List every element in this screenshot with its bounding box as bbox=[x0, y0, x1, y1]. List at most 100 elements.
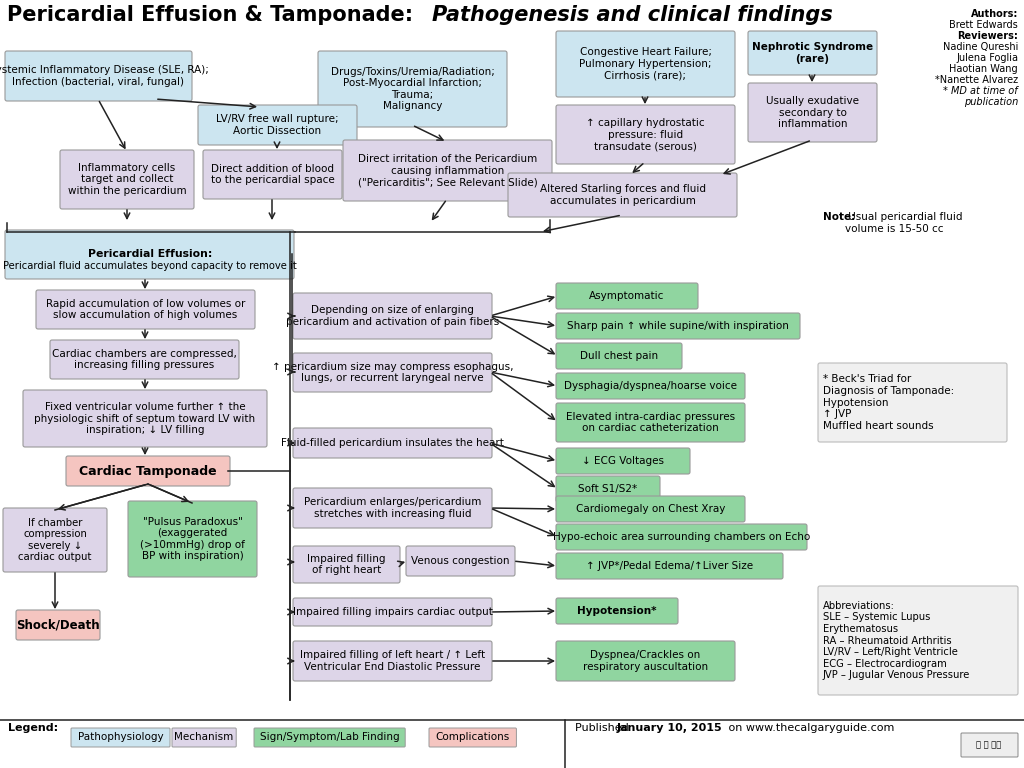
Text: Cardiomegaly on Chest Xray: Cardiomegaly on Chest Xray bbox=[575, 504, 725, 514]
FancyBboxPatch shape bbox=[961, 733, 1018, 757]
FancyBboxPatch shape bbox=[293, 546, 400, 583]
FancyBboxPatch shape bbox=[293, 598, 492, 626]
FancyBboxPatch shape bbox=[429, 728, 516, 747]
Text: Altered Starling forces and fluid
accumulates in pericardium: Altered Starling forces and fluid accumu… bbox=[540, 184, 706, 206]
Text: Dull chest pain: Dull chest pain bbox=[580, 351, 658, 361]
Text: Pericardial fluid accumulates beyond capacity to remove it: Pericardial fluid accumulates beyond cap… bbox=[3, 261, 297, 271]
Text: Fixed ventricular volume further ↑ the
physiologic shift of septum toward LV wit: Fixed ventricular volume further ↑ the p… bbox=[35, 402, 256, 435]
Text: Note:: Note: bbox=[823, 212, 855, 222]
FancyBboxPatch shape bbox=[16, 610, 100, 640]
FancyBboxPatch shape bbox=[556, 343, 682, 369]
Text: Systemic Inflammatory Disease (SLE, RA);
Infection (bacterial, viral, fungal): Systemic Inflammatory Disease (SLE, RA);… bbox=[0, 65, 209, 87]
Text: ↑ JVP*/Pedal Edema/↑Liver Size: ↑ JVP*/Pedal Edema/↑Liver Size bbox=[586, 561, 753, 571]
Text: Impaired filling of left heart / ↑ Left
Ventricular End Diastolic Pressure: Impaired filling of left heart / ↑ Left … bbox=[300, 650, 485, 672]
FancyBboxPatch shape bbox=[406, 546, 515, 576]
FancyBboxPatch shape bbox=[293, 641, 492, 681]
FancyBboxPatch shape bbox=[508, 173, 737, 217]
Text: January 10, 2015: January 10, 2015 bbox=[617, 723, 723, 733]
Text: Direct irritation of the Pericardium
causing inflammation
("Pericarditis"; See R: Direct irritation of the Pericardium cau… bbox=[357, 154, 538, 187]
FancyBboxPatch shape bbox=[556, 598, 678, 624]
Text: Hypo-echoic area surrounding chambers on Echo: Hypo-echoic area surrounding chambers on… bbox=[553, 532, 810, 542]
FancyBboxPatch shape bbox=[556, 283, 698, 309]
FancyBboxPatch shape bbox=[5, 230, 294, 279]
Text: Drugs/Toxins/Uremia/Radiation;
Post-Myocardial Infarction;
Trauma;
Malignancy: Drugs/Toxins/Uremia/Radiation; Post-Myoc… bbox=[331, 67, 495, 111]
Text: Pericardium enlarges/pericardium
stretches with increasing fluid: Pericardium enlarges/pericardium stretch… bbox=[304, 497, 481, 519]
FancyBboxPatch shape bbox=[343, 140, 552, 201]
Text: Cardiac chambers are compressed,
increasing filling pressures: Cardiac chambers are compressed, increas… bbox=[52, 349, 237, 370]
Text: Pathogenesis and clinical findings: Pathogenesis and clinical findings bbox=[432, 5, 833, 25]
FancyBboxPatch shape bbox=[556, 448, 690, 474]
Text: Rapid accumulation of low volumes or
slow accumulation of high volumes: Rapid accumulation of low volumes or slo… bbox=[46, 299, 245, 320]
Text: publication: publication bbox=[964, 97, 1018, 107]
Text: Pathophysiology: Pathophysiology bbox=[78, 732, 163, 742]
Text: Elevated intra-cardiac pressures
on cardiac catheterization: Elevated intra-cardiac pressures on card… bbox=[566, 412, 735, 433]
Text: Impaired filling impairs cardiac output: Impaired filling impairs cardiac output bbox=[293, 607, 493, 617]
Text: Pericardial Effusion & Tamponade:: Pericardial Effusion & Tamponade: bbox=[7, 5, 421, 25]
FancyBboxPatch shape bbox=[293, 353, 492, 392]
Text: ↓ ECG Voltages: ↓ ECG Voltages bbox=[582, 456, 664, 466]
FancyBboxPatch shape bbox=[5, 51, 193, 101]
Text: Dyspnea/Crackles on
respiratory auscultation: Dyspnea/Crackles on respiratory ausculta… bbox=[583, 650, 708, 672]
FancyBboxPatch shape bbox=[293, 428, 492, 458]
Text: Pericardial Effusion:: Pericardial Effusion: bbox=[88, 249, 212, 259]
Text: Legend:: Legend: bbox=[8, 723, 58, 733]
Text: Sharp pain ↑ while supine/with inspiration: Sharp pain ↑ while supine/with inspirati… bbox=[567, 321, 788, 331]
Text: Sign/Symptom/Lab Finding: Sign/Symptom/Lab Finding bbox=[260, 732, 399, 742]
Text: Direct addition of blood
to the pericardial space: Direct addition of blood to the pericard… bbox=[211, 164, 335, 185]
Text: on www.thecalgaryguide.com: on www.thecalgaryguide.com bbox=[725, 723, 894, 733]
Text: "Pulsus Paradoxus"
(exaggerated
(>10mmHg) drop of
BP with inspiration): "Pulsus Paradoxus" (exaggerated (>10mmHg… bbox=[140, 517, 245, 561]
FancyBboxPatch shape bbox=[556, 641, 735, 681]
Text: Mechanism: Mechanism bbox=[174, 732, 233, 742]
Text: * MD at time of: * MD at time of bbox=[943, 86, 1018, 96]
Text: Reviewers:: Reviewers: bbox=[957, 31, 1018, 41]
FancyBboxPatch shape bbox=[293, 293, 492, 339]
FancyBboxPatch shape bbox=[556, 476, 660, 502]
Text: Soft S1/S2*: Soft S1/S2* bbox=[579, 484, 638, 494]
Text: Brett Edwards: Brett Edwards bbox=[949, 20, 1018, 30]
FancyBboxPatch shape bbox=[556, 105, 735, 164]
Text: Cardiac Tamponade: Cardiac Tamponade bbox=[79, 465, 217, 478]
Text: Nadine Qureshi: Nadine Qureshi bbox=[943, 42, 1018, 52]
Text: Complications: Complications bbox=[435, 732, 510, 742]
Text: Impaired filling
of right heart: Impaired filling of right heart bbox=[307, 554, 386, 575]
Text: Dysphagia/dyspnea/hoarse voice: Dysphagia/dyspnea/hoarse voice bbox=[564, 381, 737, 391]
FancyBboxPatch shape bbox=[198, 105, 357, 145]
FancyBboxPatch shape bbox=[748, 83, 877, 142]
Text: If chamber
compression
severely ↓
cardiac output: If chamber compression severely ↓ cardia… bbox=[18, 518, 92, 562]
Text: Depending on size of enlarging
pericardium and activation of pain fibers: Depending on size of enlarging pericardi… bbox=[286, 305, 499, 327]
FancyBboxPatch shape bbox=[203, 150, 342, 199]
FancyBboxPatch shape bbox=[71, 728, 170, 747]
FancyBboxPatch shape bbox=[293, 488, 492, 528]
FancyBboxPatch shape bbox=[254, 728, 406, 747]
Text: Published: Published bbox=[575, 723, 632, 733]
FancyBboxPatch shape bbox=[556, 403, 745, 442]
Text: Haotian Wang: Haotian Wang bbox=[949, 64, 1018, 74]
Text: Fluid-filled pericardium insulates the heart: Fluid-filled pericardium insulates the h… bbox=[281, 438, 504, 448]
Text: ↑ pericardium size may compress esophagus,
lungs, or recurrent laryngeal nerve: ↑ pericardium size may compress esophagu… bbox=[271, 362, 513, 383]
FancyBboxPatch shape bbox=[748, 31, 877, 75]
FancyBboxPatch shape bbox=[66, 456, 230, 486]
FancyBboxPatch shape bbox=[818, 363, 1007, 442]
Text: LV/RV free wall rupture;
Aortic Dissection: LV/RV free wall rupture; Aortic Dissecti… bbox=[216, 114, 339, 136]
Text: *Nanette Alvarez: *Nanette Alvarez bbox=[935, 75, 1018, 85]
Text: Hypotension*: Hypotension* bbox=[578, 606, 656, 616]
Text: Congestive Heart Failure;
Pulmonary Hypertension;
Cirrhosis (rare);: Congestive Heart Failure; Pulmonary Hype… bbox=[580, 48, 712, 81]
FancyBboxPatch shape bbox=[23, 390, 267, 447]
FancyBboxPatch shape bbox=[128, 501, 257, 577]
FancyBboxPatch shape bbox=[556, 313, 800, 339]
FancyBboxPatch shape bbox=[556, 496, 745, 522]
FancyBboxPatch shape bbox=[556, 553, 783, 579]
FancyBboxPatch shape bbox=[556, 524, 807, 550]
Text: Inflammatory cells
target and collect
within the pericardium: Inflammatory cells target and collect wi… bbox=[68, 163, 186, 196]
Text: Abbreviations:
SLE – Systemic Lupus
Erythematosus
RA – Rheumatoid Arthritis
LV/R: Abbreviations: SLE – Systemic Lupus Eryt… bbox=[823, 601, 971, 680]
Text: Julena Foglia: Julena Foglia bbox=[956, 53, 1018, 63]
FancyBboxPatch shape bbox=[318, 51, 507, 127]
FancyBboxPatch shape bbox=[36, 290, 255, 329]
Text: Venous congestion: Venous congestion bbox=[412, 556, 510, 566]
Text: Nephrotic Syndrome
(rare): Nephrotic Syndrome (rare) bbox=[752, 42, 873, 64]
Text: Shock/Death: Shock/Death bbox=[16, 618, 99, 631]
Text: Usual pericardial fluid
volume is 15-50 cc: Usual pericardial fluid volume is 15-50 … bbox=[845, 212, 963, 233]
Text: Usually exudative
secondary to
inflammation: Usually exudative secondary to inflammat… bbox=[766, 96, 859, 129]
Text: Asymptomatic: Asymptomatic bbox=[590, 291, 665, 301]
Text: ↑ capillary hydrostatic
pressure: fluid
transudate (serous): ↑ capillary hydrostatic pressure: fluid … bbox=[586, 118, 705, 151]
